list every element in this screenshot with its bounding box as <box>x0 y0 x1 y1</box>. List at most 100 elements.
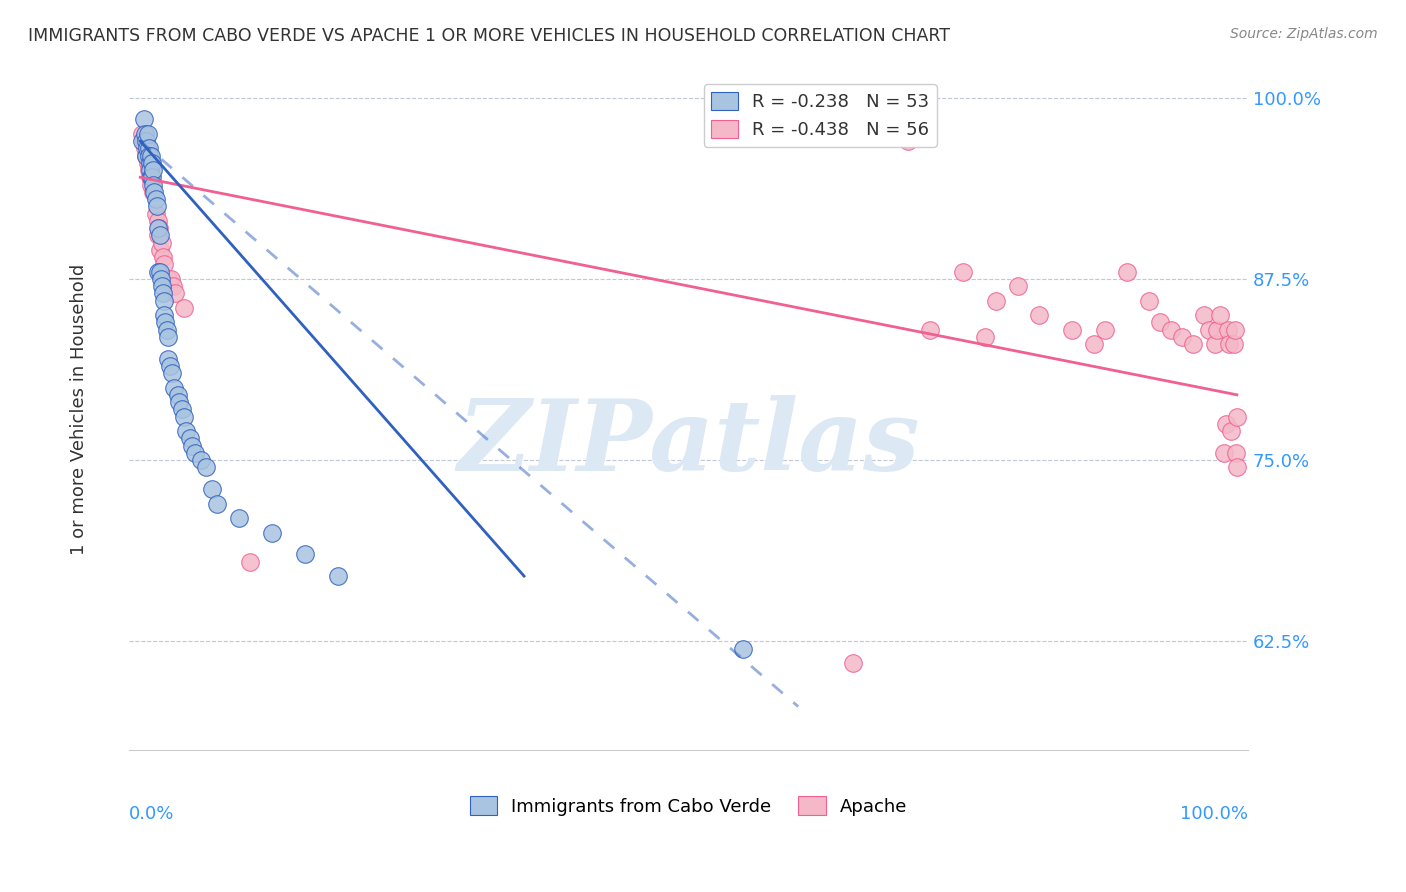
Point <box>1149 315 1171 329</box>
Point <box>138 148 160 162</box>
Point <box>139 163 162 178</box>
Point <box>143 185 166 199</box>
Point <box>165 286 187 301</box>
Text: IMMIGRANTS FROM CABO VERDE VS APACHE 1 OR MORE VEHICLES IN HOUSEHOLD CORRELATION: IMMIGRANTS FROM CABO VERDE VS APACHE 1 O… <box>28 27 950 45</box>
Point <box>139 155 162 169</box>
Point <box>132 134 155 148</box>
Point <box>136 127 159 141</box>
Point <box>170 402 193 417</box>
Point <box>135 141 157 155</box>
Point <box>132 112 155 127</box>
Point <box>179 431 201 445</box>
Point <box>150 279 173 293</box>
Point <box>135 134 157 148</box>
Point <box>131 134 153 148</box>
Point <box>146 264 169 278</box>
Point <box>294 547 316 561</box>
Point <box>195 460 218 475</box>
Point <box>152 286 174 301</box>
Point <box>148 221 170 235</box>
Point <box>1083 337 1105 351</box>
Point <box>1137 293 1160 308</box>
Point <box>1225 446 1247 460</box>
Point <box>1094 322 1116 336</box>
Point <box>1062 322 1084 336</box>
Point <box>138 163 160 178</box>
Point <box>897 134 920 148</box>
Point <box>159 359 181 373</box>
Point <box>1171 330 1194 344</box>
Point <box>1222 337 1244 351</box>
Point <box>1206 322 1229 336</box>
Point <box>180 439 202 453</box>
Point <box>142 185 165 199</box>
Point <box>155 315 177 329</box>
Point <box>149 228 172 243</box>
Point <box>326 569 349 583</box>
Point <box>135 148 157 162</box>
Point <box>1028 308 1050 322</box>
Point <box>1220 424 1243 438</box>
Point <box>139 170 162 185</box>
Point <box>973 330 995 344</box>
Point <box>842 656 865 670</box>
Point <box>145 192 167 206</box>
Point <box>156 272 179 286</box>
Point <box>1226 409 1249 424</box>
Point <box>1223 322 1246 336</box>
Point <box>141 170 163 185</box>
Point <box>1216 322 1239 336</box>
Point <box>162 279 184 293</box>
Point <box>156 330 179 344</box>
Point <box>163 380 186 394</box>
Point <box>141 155 163 169</box>
Point <box>984 293 1007 308</box>
Point <box>138 141 160 155</box>
Text: 100.0%: 100.0% <box>1180 805 1249 822</box>
Point <box>1160 322 1182 336</box>
Point <box>1204 337 1226 351</box>
Point <box>150 235 173 250</box>
Point <box>141 148 163 162</box>
Point <box>1192 308 1215 322</box>
Point <box>166 388 188 402</box>
Point <box>1209 308 1232 322</box>
Point <box>134 141 156 155</box>
Point <box>155 322 177 336</box>
Point <box>149 264 172 278</box>
Point <box>146 214 169 228</box>
Point <box>134 127 156 141</box>
Point <box>173 301 195 315</box>
Point <box>167 395 190 409</box>
Point <box>1218 337 1240 351</box>
Point <box>952 264 974 278</box>
Point <box>146 221 169 235</box>
Legend: Immigrants from Cabo Verde, Apache: Immigrants from Cabo Verde, Apache <box>463 789 914 822</box>
Point <box>135 148 157 162</box>
Text: ZIPatlas: ZIPatlas <box>457 395 920 491</box>
Point <box>149 243 172 257</box>
Point <box>142 163 165 178</box>
Point <box>145 199 167 213</box>
Point <box>200 482 222 496</box>
Point <box>152 250 174 264</box>
Point <box>145 206 167 220</box>
Point <box>176 424 198 438</box>
Point <box>260 525 283 540</box>
Point <box>153 257 176 271</box>
Point <box>184 446 207 460</box>
Text: Source: ZipAtlas.com: Source: ZipAtlas.com <box>1230 27 1378 41</box>
Point <box>205 497 228 511</box>
Point <box>141 170 163 185</box>
Point <box>1198 322 1220 336</box>
Point <box>918 322 941 336</box>
Point <box>150 272 173 286</box>
Point <box>153 293 176 308</box>
Point <box>136 155 159 169</box>
Point <box>1007 279 1029 293</box>
Point <box>146 228 169 243</box>
Point <box>1212 446 1234 460</box>
Text: 0.0%: 0.0% <box>129 805 174 822</box>
Point <box>1215 417 1237 431</box>
Point <box>153 308 176 322</box>
